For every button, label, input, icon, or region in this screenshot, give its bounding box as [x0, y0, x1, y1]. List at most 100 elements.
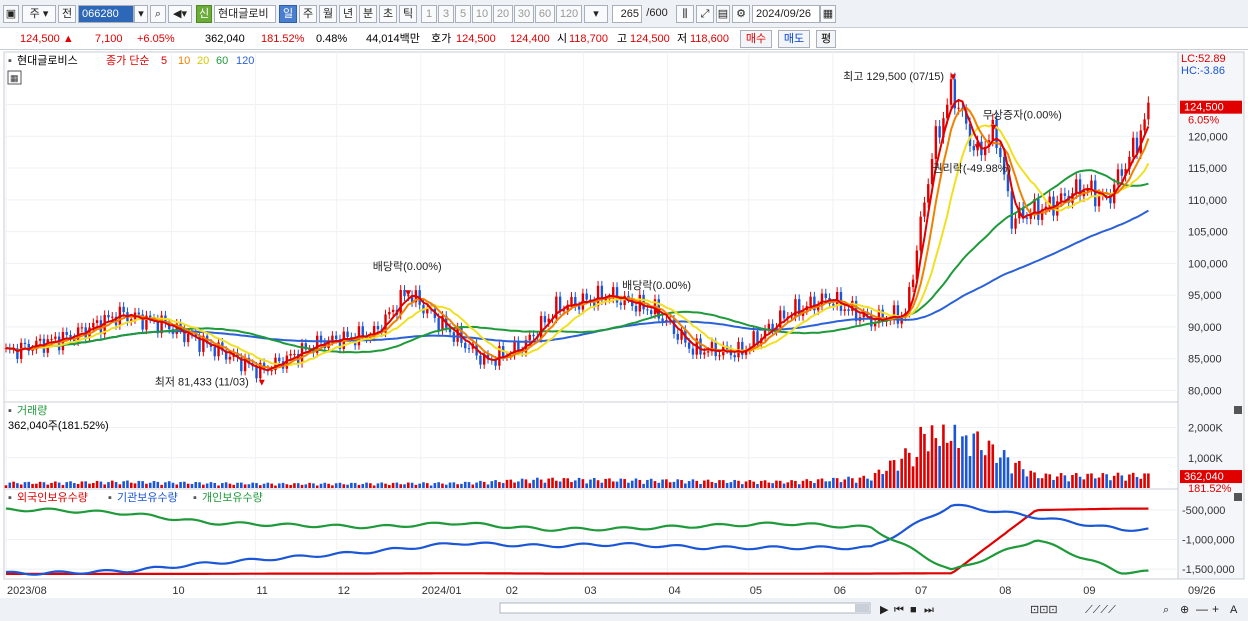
- pan-icon[interactable]: ⊕: [1180, 604, 1189, 616]
- volume-bar: [334, 483, 338, 488]
- candle-body: [80, 327, 84, 329]
- volume-bar: [873, 472, 877, 488]
- volume-bar: [505, 479, 509, 488]
- count-total: /600: [646, 7, 668, 19]
- volume-bar: [183, 481, 186, 488]
- layout-tools-icon[interactable]: ⊡⊡⊡: [1030, 604, 1058, 616]
- count-input[interactable]: 265: [612, 5, 642, 23]
- draw-tools-icon[interactable]: ⟋⟋⟋⟋: [1085, 604, 1116, 616]
- volume-bar: [687, 481, 691, 488]
- open-label: 시: [557, 33, 568, 45]
- stock-chart[interactable]: 127,000120,000115,000110,000105,000100,0…: [0, 50, 1248, 621]
- scroll-left-icon[interactable]: ▶: [880, 604, 889, 616]
- tab-minute[interactable]: 분: [359, 5, 377, 23]
- gear-icon[interactable]: ⚙: [732, 5, 750, 23]
- ma120-legend: 120: [236, 55, 254, 67]
- volume-bar: [1124, 480, 1127, 488]
- interval-60[interactable]: 60: [535, 5, 555, 23]
- low-label: 저: [677, 33, 688, 45]
- sell-button[interactable]: 매도: [778, 30, 810, 48]
- scroll-track[interactable]: [499, 602, 871, 614]
- volume-bar: [399, 484, 403, 488]
- candle-type-icon[interactable]: ⫼: [676, 5, 694, 23]
- volume-bar: [999, 457, 1002, 488]
- font-size-icon[interactable]: A: [1230, 604, 1238, 616]
- volume-bar: [699, 483, 702, 488]
- volume-bar: [1093, 478, 1097, 488]
- volume-bar: [536, 477, 539, 488]
- ma20-legend: 20: [197, 55, 209, 67]
- buy-button[interactable]: 매수: [740, 30, 772, 48]
- scroll-thumb[interactable]: [855, 604, 869, 612]
- candle-body: [50, 338, 53, 340]
- interval-5[interactable]: 5: [455, 5, 471, 23]
- last-page-icon[interactable]: ⏭: [924, 604, 934, 616]
- candle-body: [744, 350, 748, 355]
- candle-body: [634, 306, 638, 312]
- volume-bar: [467, 482, 471, 488]
- volume-bar: [1040, 478, 1044, 488]
- zoom-icon[interactable]: ⌕: [1163, 604, 1169, 616]
- calculator-icon-glyph: ▦: [10, 73, 19, 83]
- volume-bar: [403, 484, 406, 488]
- volume-bar: [126, 480, 129, 488]
- stock-code-input[interactable]: 066280: [78, 5, 134, 23]
- layout-icon[interactable]: ▣: [3, 5, 19, 23]
- drawing-tool-icon[interactable]: ⤢: [696, 5, 714, 23]
- interval-30[interactable]: 30: [514, 5, 534, 23]
- volume-bar: [706, 479, 710, 488]
- zoom-out-icon[interactable]: —: [1196, 602, 1208, 616]
- calendar-icon[interactable]: ▦: [820, 5, 836, 23]
- volume-bar: [122, 481, 125, 488]
- volume-bar: [900, 458, 903, 488]
- tab-day[interactable]: 일: [279, 5, 297, 23]
- volume-bar: [642, 483, 645, 488]
- tab-year[interactable]: 년: [339, 5, 357, 23]
- volume-last-tag: 362,040: [1184, 471, 1224, 483]
- search-icon[interactable]: ⌕: [150, 5, 166, 23]
- candle-body: [919, 216, 922, 251]
- candle-body: [763, 329, 767, 339]
- volume-bar: [1025, 476, 1029, 488]
- candle-body: [596, 285, 600, 306]
- volume-bar: [365, 482, 368, 488]
- speaker-icon[interactable]: ◀▾: [168, 5, 192, 23]
- volume-bar: [1112, 475, 1116, 488]
- volume-bar: [452, 482, 456, 488]
- interval-1[interactable]: 1: [421, 5, 437, 23]
- interval-120[interactable]: 120: [556, 5, 582, 23]
- candle-body: [672, 319, 676, 334]
- period-select[interactable]: 주 ▾: [22, 5, 56, 23]
- candle-body: [236, 352, 239, 358]
- stop-icon[interactable]: ■: [910, 604, 917, 616]
- candle-body: [972, 145, 975, 151]
- volume-bar: [148, 482, 152, 488]
- calculator-icon[interactable]: [7, 70, 22, 85]
- volume-bar: [240, 482, 243, 488]
- turnover-rate: 0.48%: [316, 33, 348, 45]
- interval-10[interactable]: 10: [472, 5, 492, 23]
- volume-bar: [141, 481, 144, 488]
- tab-second[interactable]: 초: [379, 5, 397, 23]
- interval-dropdown[interactable]: ▾: [584, 5, 608, 23]
- date-input[interactable]: 2024/09/26: [752, 5, 820, 23]
- tab-tick[interactable]: 틱: [399, 5, 417, 23]
- eval-button[interactable]: 평: [816, 30, 836, 48]
- first-page-icon[interactable]: ⏮: [894, 604, 904, 616]
- save-icon[interactable]: ▤: [716, 5, 730, 23]
- volume-bar: [91, 482, 95, 488]
- code-dropdown-icon[interactable]: ▾: [134, 5, 148, 23]
- zoom-in-icon[interactable]: +: [1212, 602, 1219, 616]
- volume-bar: [209, 482, 213, 488]
- prev-button[interactable]: 전: [58, 5, 76, 23]
- volume-bar: [608, 478, 611, 488]
- tab-month[interactable]: 월: [319, 5, 337, 23]
- candle-body: [259, 362, 262, 379]
- candle-body: [999, 147, 1002, 158]
- tab-week[interactable]: 주: [299, 5, 317, 23]
- candle-body: [95, 320, 99, 323]
- volume-panel-close-icon[interactable]: [1234, 406, 1242, 414]
- interval-20[interactable]: 20: [493, 5, 513, 23]
- interval-3[interactable]: 3: [438, 5, 454, 23]
- holdings-panel-close-icon[interactable]: [1234, 493, 1242, 501]
